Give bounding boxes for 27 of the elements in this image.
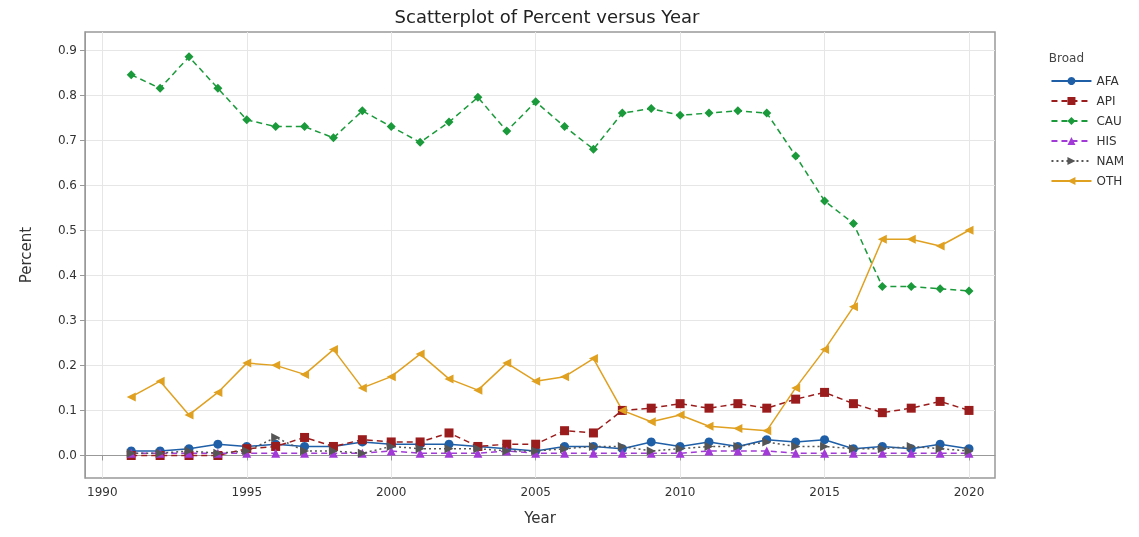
y-tick-label: 0.6 — [57, 178, 77, 193]
legend-label: NAM — [1096, 154, 1125, 168]
x-tick-label: 2005 — [520, 485, 551, 499]
legend-label: AFA — [1096, 74, 1120, 88]
x-tick-label: 1995 — [231, 485, 263, 499]
y-axis-title: Percent — [16, 226, 35, 284]
y-tick-label: 0.2 — [57, 358, 77, 373]
y-tick-label: 0.9 — [57, 43, 77, 58]
legend-label: API — [1096, 94, 1116, 108]
legend-label: CAU — [1096, 114, 1122, 128]
y-tick-label: 0.8 — [57, 88, 77, 103]
y-tick-label: 0.4 — [57, 268, 77, 283]
y-tick-label: 0.0 — [57, 448, 77, 463]
y-tick-label: 0.5 — [57, 223, 77, 238]
chart-title: Scatterplot of Percent versus Year — [394, 5, 700, 27]
x-tick-label: 2010 — [664, 485, 696, 499]
y-tick-label: 0.1 — [57, 403, 77, 418]
y-tick-label: 0.7 — [57, 133, 77, 148]
legend-label: HIS — [1096, 134, 1117, 148]
x-tick-label: 2020 — [953, 485, 985, 499]
x-tick-label: 2015 — [809, 485, 840, 499]
x-tick-label: 1990 — [87, 485, 118, 499]
legend-label: OTH — [1096, 174, 1123, 188]
legend-title: Broad — [1048, 51, 1084, 65]
x-axis-title: Year — [523, 508, 557, 527]
x-tick-label: 2000 — [375, 485, 407, 499]
y-tick-label: 0.3 — [57, 313, 77, 328]
